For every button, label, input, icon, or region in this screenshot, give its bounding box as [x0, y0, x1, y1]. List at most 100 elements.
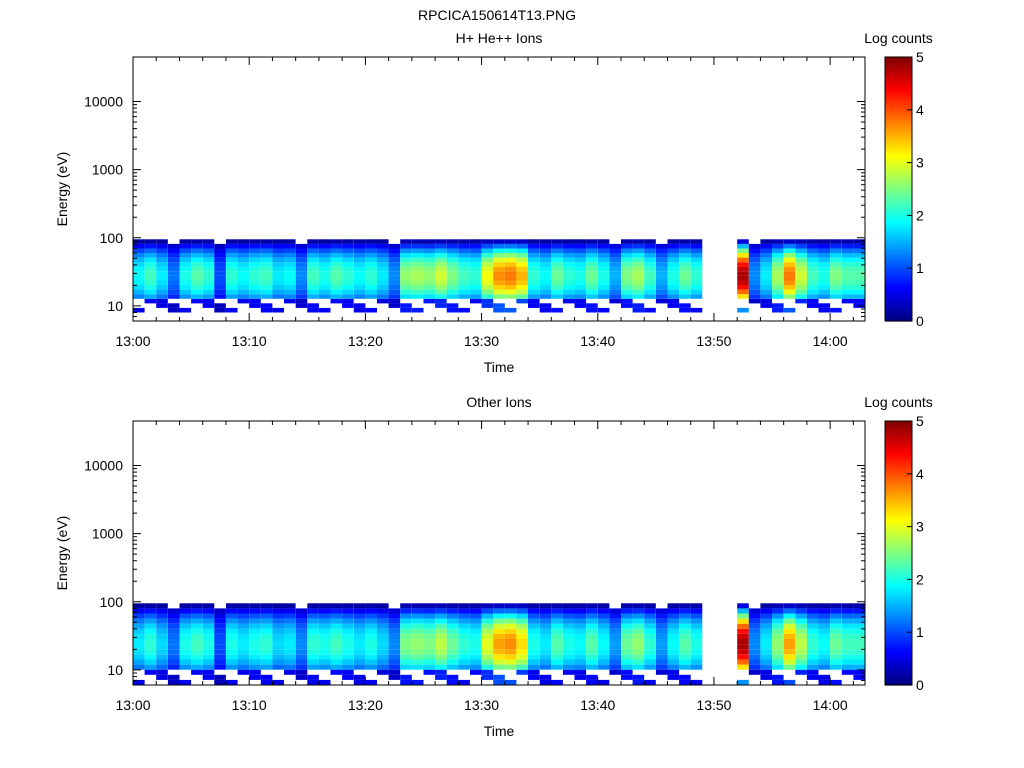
spectrogram-cell — [516, 262, 528, 267]
spectrogram-cell — [411, 613, 424, 619]
spectrogram-cell — [226, 623, 238, 629]
spectrogram-cell — [690, 280, 703, 286]
spectrogram-cell — [400, 307, 412, 313]
spectrogram-cell — [586, 613, 598, 619]
spectrogram-cell — [342, 649, 354, 655]
colorbar-label: Log counts — [864, 30, 933, 46]
spectrogram-cell — [144, 633, 157, 639]
spectrogram-cell — [841, 628, 854, 634]
spectrogram-cell — [679, 674, 691, 680]
spectrogram-cell — [748, 298, 761, 304]
spectrogram-cell — [156, 280, 168, 286]
spectrogram-cell — [133, 243, 145, 249]
spectrogram-cell — [377, 285, 389, 290]
spectrogram-cell — [597, 679, 610, 685]
colorbar-segment — [885, 455, 912, 459]
spectrogram-cell — [284, 266, 296, 272]
spectrogram-cell — [539, 271, 552, 276]
spectrogram-cell — [679, 679, 691, 685]
spectrogram-cell — [237, 618, 250, 624]
x-tick-label: 14:00 — [813, 333, 848, 349]
spectrogram-cell — [504, 248, 517, 253]
spectrogram-cell — [493, 239, 505, 244]
spectrogram-cell — [609, 248, 621, 253]
spectrogram-cell — [388, 271, 401, 276]
spectrogram-cell — [737, 280, 749, 286]
spectrogram-cell — [365, 262, 377, 267]
spectrogram-cell — [330, 285, 343, 290]
spectrogram-cell — [621, 266, 633, 272]
spectrogram-cell — [516, 266, 528, 272]
spectrogram-cell — [504, 262, 517, 267]
colorbar-segment — [885, 484, 912, 488]
spectrogram-cell — [342, 654, 354, 660]
spectrogram-cell — [214, 649, 226, 655]
spectrogram-cell — [737, 628, 749, 634]
colorbar-frame — [884, 56, 913, 322]
spectrogram-cell — [853, 649, 865, 655]
spectrogram-cell — [284, 271, 296, 276]
colorbar-segment — [885, 231, 912, 235]
spectrogram-cell — [342, 608, 354, 614]
spectrogram-cell — [423, 275, 436, 281]
spectrogram-cell — [632, 243, 645, 249]
spectrogram-cell — [191, 649, 203, 655]
spectrogram-cell — [388, 664, 401, 670]
spectrogram-cell — [748, 659, 761, 665]
spectrogram-cell — [202, 275, 215, 281]
spectrogram-cell — [830, 613, 842, 619]
spectrogram-cell — [202, 271, 215, 276]
spectrogram-cell — [679, 603, 691, 609]
spectrogram-cell — [353, 303, 366, 308]
spectrogram-cell — [411, 679, 424, 685]
spectrogram-cell — [806, 248, 819, 253]
spectrogram-cell — [667, 285, 680, 290]
spectrogram-cell — [179, 307, 192, 313]
spectrogram-cell — [167, 664, 180, 670]
spectrogram-cell — [377, 633, 389, 639]
spectrogram-cell — [737, 603, 749, 609]
spectrogram-cell — [830, 294, 842, 299]
spectrogram-cell — [191, 608, 203, 614]
spectrogram-cell — [644, 280, 656, 286]
spectrogram-cell — [284, 289, 296, 295]
spectrogram-cell — [330, 669, 343, 675]
colorbar-segment — [885, 592, 912, 596]
spectrogram-cell — [307, 285, 319, 290]
spectrogram-cell — [411, 644, 424, 650]
spectrogram-cell — [342, 674, 354, 680]
spectrogram-cell — [690, 608, 703, 614]
spectrogram-cell — [156, 644, 168, 650]
spectrogram-cell — [504, 275, 517, 281]
colorbar-segment — [885, 682, 912, 686]
spectrogram-cell — [202, 248, 215, 253]
spectrogram-cell — [830, 628, 842, 634]
spectrogram-cell — [353, 639, 366, 645]
spectrogram-cell — [504, 243, 517, 249]
spectrogram-cell — [342, 294, 354, 299]
spectrogram-cell — [783, 618, 796, 624]
spectrogram-cell — [470, 257, 482, 263]
spectrogram-cell — [667, 603, 680, 609]
spectrogram-cell — [562, 280, 575, 286]
spectrogram-cell — [562, 669, 575, 675]
spectrogram-cell — [167, 633, 180, 639]
spectrogram-cell — [156, 664, 168, 670]
spectrogram-cell — [365, 266, 377, 272]
spectrogram-cell — [260, 239, 273, 244]
colorbar-segment — [885, 136, 912, 140]
colorbar-segment — [885, 473, 912, 478]
spectrogram-cell — [853, 257, 865, 263]
spectrogram-cell — [167, 644, 180, 650]
spectrogram-cell — [632, 271, 645, 276]
spectrogram-cell — [226, 613, 238, 619]
spectrogram-cell — [574, 266, 587, 272]
spectrogram-cell — [260, 271, 273, 276]
spectrogram-cell — [237, 613, 250, 619]
spectrogram-cell — [423, 633, 436, 639]
colorbar-segment — [885, 547, 912, 551]
spectrogram-cell — [156, 243, 168, 249]
spectrogram-cell — [841, 280, 854, 286]
spectrogram-cell — [493, 664, 505, 670]
spectrogram-cell — [156, 674, 168, 680]
